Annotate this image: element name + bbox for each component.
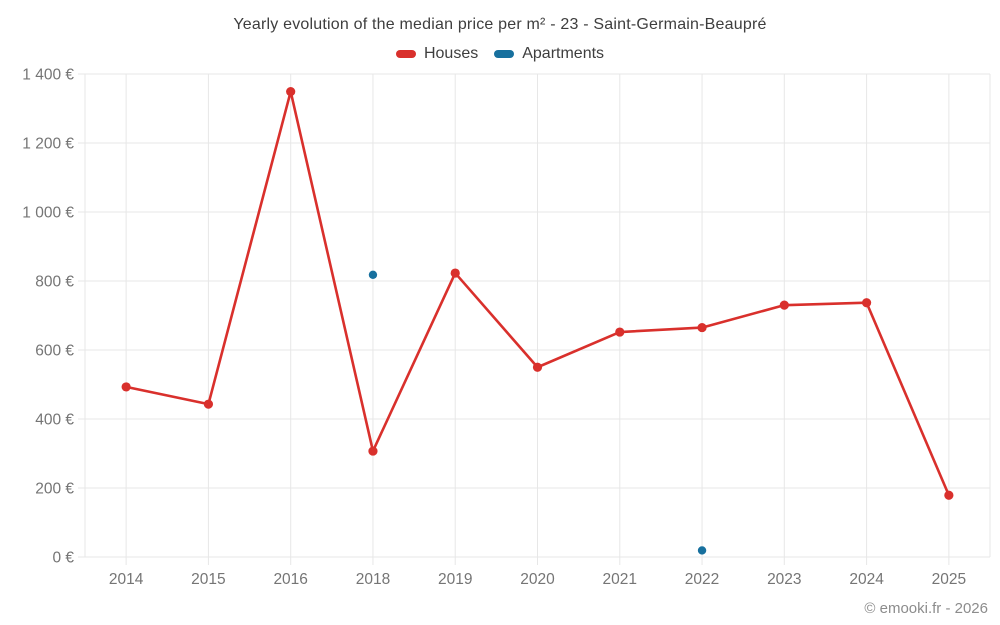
x-axis-tick-label-2014: 2014	[109, 571, 144, 588]
legend-item-apartments[interactable]: Apartments	[494, 45, 604, 63]
data-point-apartments-2018[interactable]	[368, 270, 378, 279]
data-point-apartments-2022[interactable]	[697, 546, 707, 555]
data-point-houses-2016[interactable]	[286, 86, 296, 97]
houses-legend-swatch-icon	[395, 50, 416, 58]
legend-item-houses[interactable]: Houses	[395, 45, 479, 63]
y-axis-tick-label: 1 000 €	[22, 205, 74, 222]
y-axis-tick-label: 800 €	[35, 274, 74, 291]
data-point-houses-2018[interactable]	[368, 446, 378, 456]
data-point-houses-2022[interactable]	[697, 322, 707, 333]
x-axis-tick-label-2019: 2019	[438, 571, 472, 588]
x-axis-tick-label-2022: 2022	[685, 571, 719, 588]
data-point-houses-2015[interactable]	[203, 399, 214, 409]
x-axis-tick-label-2016: 2016	[273, 571, 307, 588]
data-point-houses-2021[interactable]	[615, 327, 625, 337]
x-axis-tick-label-2024: 2024	[849, 571, 884, 588]
legend-label-houses: Houses	[423, 45, 479, 62]
chart-title: Yearly evolution of the median price per…	[233, 16, 767, 33]
x-axis-tick-label-2025: 2025	[932, 571, 966, 588]
data-point-houses-2025[interactable]	[944, 490, 954, 500]
data-point-houses-2014[interactable]	[121, 382, 131, 392]
y-axis-tick-label: 600 €	[35, 343, 74, 360]
y-axis-tick-label: 0 €	[52, 550, 74, 567]
y-axis-tick-label: 1 400 €	[22, 67, 74, 84]
x-axis-tick-label-2021: 2021	[603, 571, 637, 588]
y-axis-tick-label: 200 €	[35, 481, 74, 498]
copyright-text: © emooki.fr - 2026	[864, 600, 988, 617]
x-axis-tick-label-2020: 2020	[520, 571, 555, 588]
y-axis-tick-label: 400 €	[35, 412, 74, 429]
x-axis-tick-label-2015: 2015	[191, 571, 225, 588]
x-axis-tick-label-2018: 2018	[356, 571, 390, 588]
data-point-houses-2020[interactable]	[532, 362, 543, 372]
data-point-houses-2024[interactable]	[861, 298, 872, 308]
x-axis-tick-label-2023: 2023	[767, 571, 801, 588]
data-point-houses-2023[interactable]	[779, 300, 789, 310]
chart-legend: Houses Apartments	[0, 44, 1000, 64]
y-axis-tick-label: 1 200 €	[22, 136, 74, 153]
apartments-legend-swatch-icon	[494, 50, 515, 58]
legend-label-apartments: Apartments	[522, 45, 605, 62]
data-point-houses-2019[interactable]	[450, 268, 460, 278]
